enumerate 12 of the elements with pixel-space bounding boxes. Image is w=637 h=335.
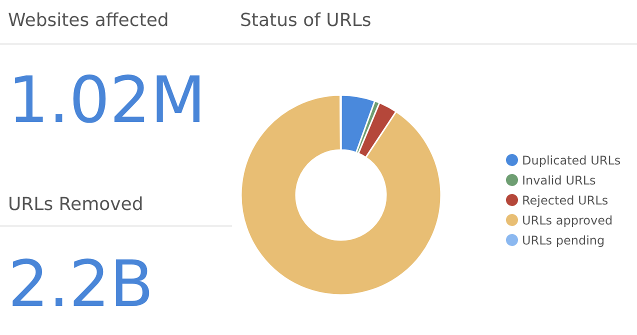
legend-label: Rejected URLs <box>522 194 608 208</box>
text: 2.2B <box>8 248 154 322</box>
legend-label: Invalid URLs <box>522 174 596 188</box>
legend-label: Duplicated URLs <box>522 154 621 168</box>
text: Websites affected <box>8 10 169 31</box>
text: URLs Removed <box>8 194 144 215</box>
legend-label: URLs approved <box>522 214 613 228</box>
chart-title: Status of URLs <box>240 10 372 31</box>
legend-label: URLs pending <box>522 234 605 248</box>
donut-slice <box>358 102 397 158</box>
donut-slice <box>240 94 442 296</box>
text: 1.02M <box>8 64 206 138</box>
